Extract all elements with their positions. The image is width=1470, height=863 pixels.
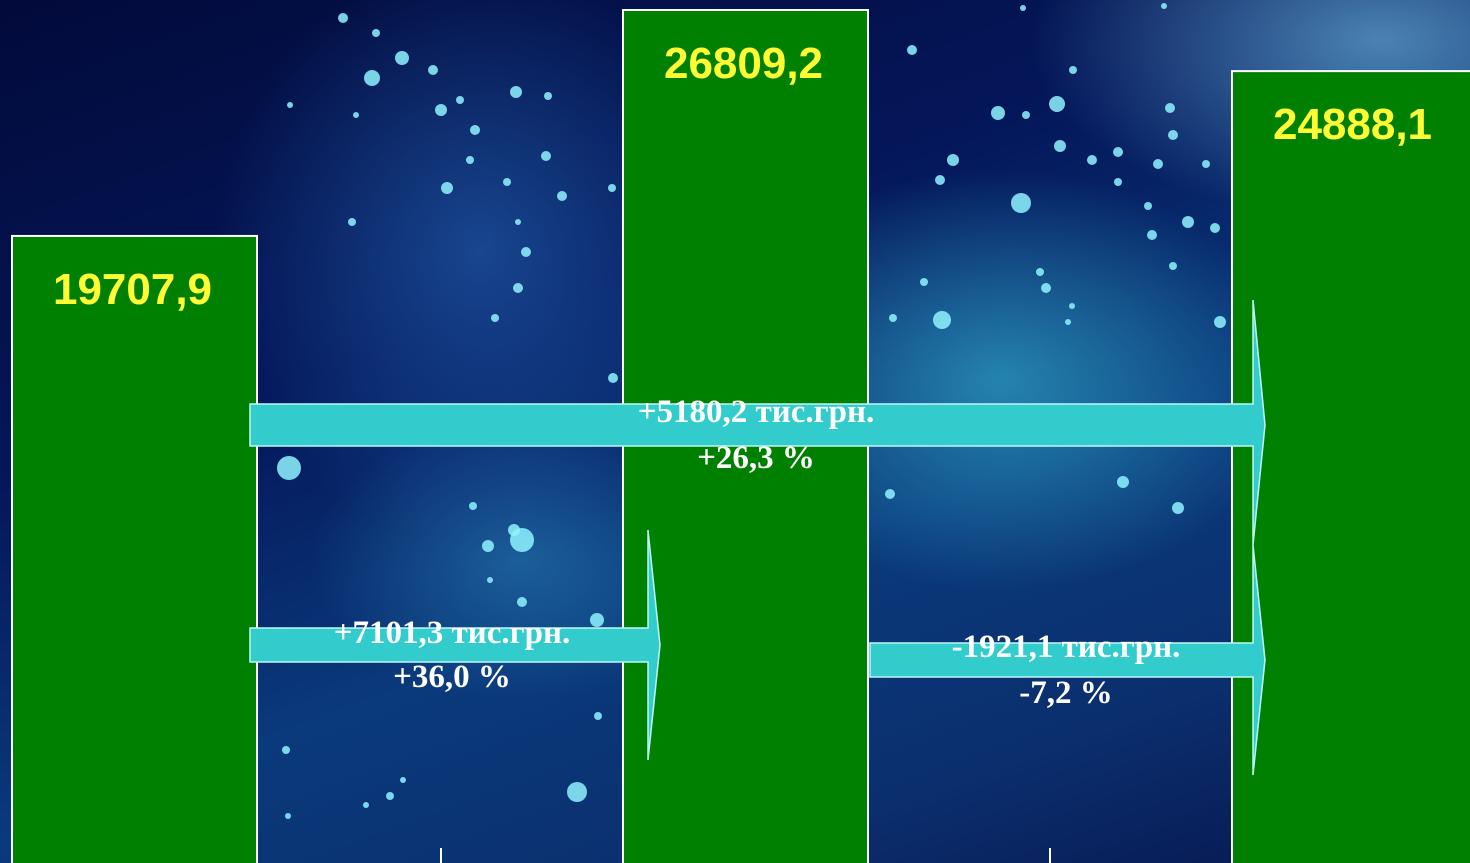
star-dot (487, 577, 493, 583)
star-dot (1049, 96, 1065, 112)
star-dot (1011, 193, 1031, 213)
bar-value-label-3: 24888,1 (1273, 100, 1432, 149)
star-dot (594, 712, 602, 720)
change-arrows-layer (249, 299, 1266, 776)
change-arrow-3 (249, 299, 1266, 546)
star-dot (590, 613, 604, 627)
bars-layer (11, 9, 1470, 863)
star-dot (557, 191, 567, 201)
star-dot (1117, 476, 1129, 488)
change-arrow-1 (249, 529, 661, 761)
star-dot (608, 184, 616, 192)
star-dot (1065, 319, 1071, 325)
star-dot (338, 13, 348, 23)
star-dot (920, 278, 928, 286)
star-dot (395, 51, 409, 65)
star-dot (400, 777, 406, 783)
star-dot (456, 96, 464, 104)
axis-ticks (440, 848, 1051, 863)
star-dot (435, 104, 447, 116)
star-dot (363, 802, 369, 808)
star-dot (1168, 130, 1178, 140)
star-dot (1022, 111, 1030, 119)
star-dot (517, 597, 527, 607)
star-dot (466, 156, 474, 164)
change-absolute-label-2: -1921,1 тис.грн. (952, 629, 1181, 665)
star-dot (515, 219, 521, 225)
star-dot (544, 92, 552, 100)
star-dot (935, 175, 945, 185)
star-dot (1172, 502, 1184, 514)
star-dot (1210, 223, 1220, 233)
star-dot (933, 311, 951, 329)
star-dot (1041, 283, 1051, 293)
star-dot (1147, 230, 1157, 240)
star-dot (482, 540, 494, 552)
star-dot (1214, 316, 1226, 328)
star-dot (1036, 268, 1044, 276)
star-dot (907, 45, 917, 55)
star-dot (513, 283, 523, 293)
star-dot (282, 746, 290, 754)
change-arrow-2 (869, 544, 1266, 776)
star-dot (1020, 5, 1026, 11)
star-dot (1069, 303, 1075, 309)
change-percent-label-2: -7,2 % (1019, 675, 1113, 711)
star-dot (541, 151, 551, 161)
star-dot (608, 373, 618, 383)
star-dot (1161, 3, 1167, 9)
star-dot (277, 456, 301, 480)
change-absolute-label-3: +5180,2 тис.грн. (638, 394, 875, 430)
star-dot (508, 524, 520, 536)
star-dot (428, 65, 438, 75)
star-dot (991, 106, 1005, 120)
background-stars (277, 3, 1226, 819)
change-percent-label-3: +26,3 % (697, 440, 815, 476)
bar-value-label-1: 19707,9 (53, 265, 212, 314)
star-dot (441, 182, 453, 194)
star-dot (889, 314, 897, 322)
star-dot (1087, 155, 1097, 165)
star-dot (353, 112, 359, 118)
star-dot (1113, 147, 1123, 157)
star-dot (510, 86, 522, 98)
star-dot (1114, 178, 1122, 186)
star-dot (1202, 160, 1210, 168)
star-dot (1054, 140, 1066, 152)
star-dot (567, 782, 587, 802)
labels-layer: 19707,9 26809,2 24888,1 +7101,3 тис.грн. +36… (53, 39, 1432, 711)
star-dot (386, 792, 394, 800)
change-absolute-label-1: +7101,3 тис.грн. (334, 615, 571, 651)
star-dot (1165, 103, 1175, 113)
star-dot (1144, 202, 1152, 210)
star-dot (348, 218, 356, 226)
star-dot (470, 125, 480, 135)
change-percent-label-1: +36,0 % (393, 659, 511, 695)
star-dot (1069, 66, 1077, 74)
bar-1 (11, 234, 258, 863)
star-dot (521, 247, 531, 257)
star-dot (503, 178, 511, 186)
star-dot (469, 502, 477, 510)
star-dot (372, 29, 380, 37)
star-dot (364, 70, 380, 86)
star-dot (947, 154, 959, 166)
star-dot (285, 813, 291, 819)
star-dot (1169, 262, 1177, 270)
star-dot (1182, 216, 1194, 228)
bar-3 (1231, 70, 1470, 863)
bar-value-label-2: 26809,2 (664, 39, 823, 88)
star-dot (287, 102, 293, 108)
star-dot (885, 489, 895, 499)
star-dot (1153, 159, 1163, 169)
star-dot (491, 314, 499, 322)
